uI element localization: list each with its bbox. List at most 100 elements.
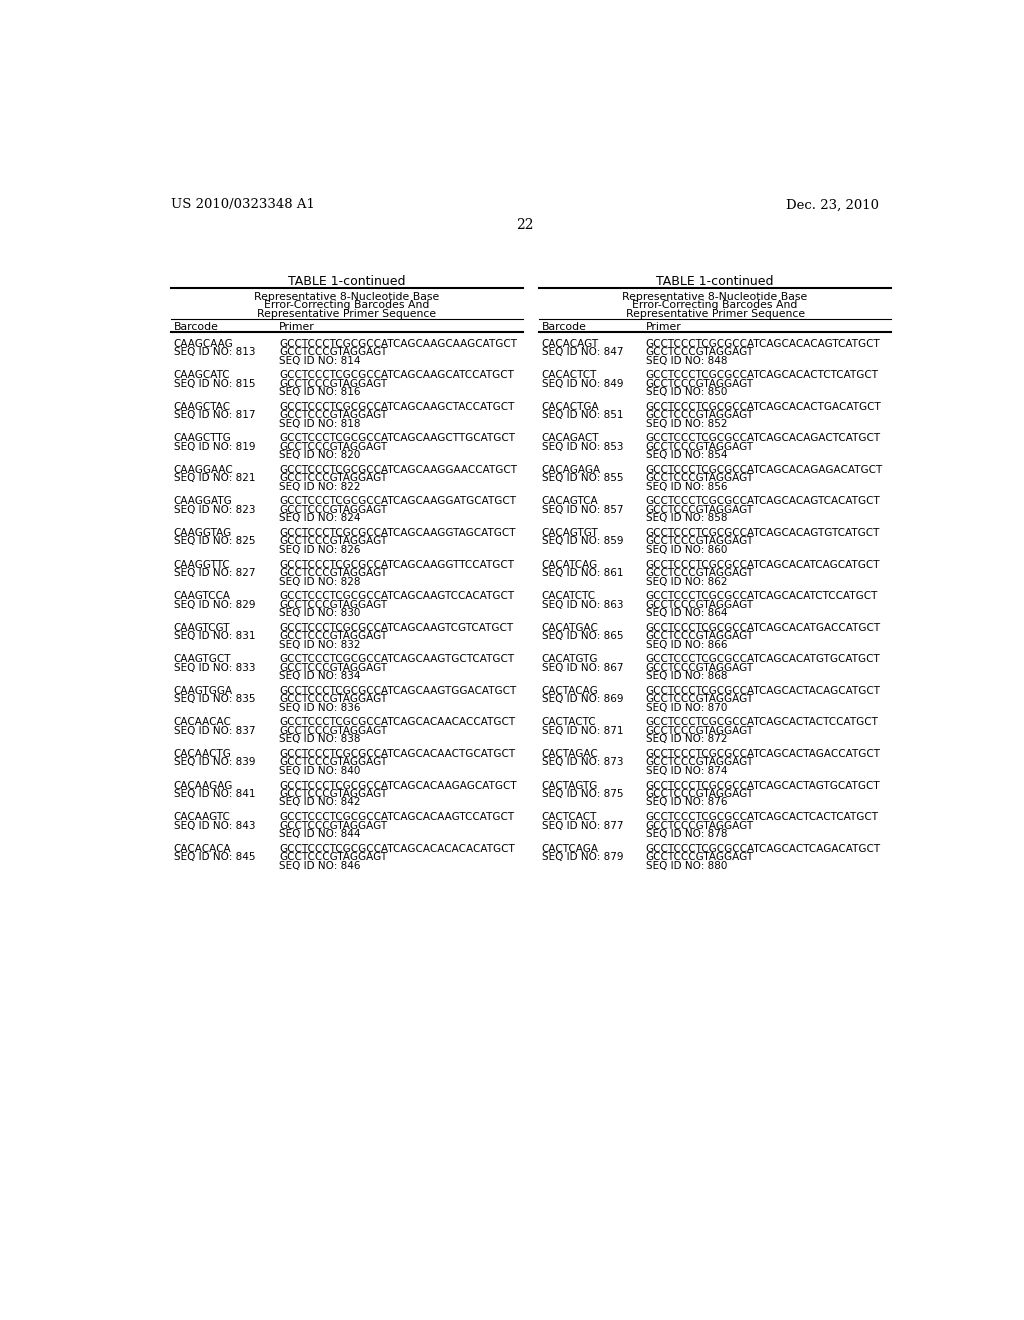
- Text: GCCTCCCTCGCGCCATCAGCAAGCTTGCATGCT: GCCTCCCTCGCGCCATCAGCAAGCTTGCATGCT: [280, 433, 515, 444]
- Text: Primer: Primer: [280, 322, 314, 333]
- Text: SEQ ID NO: 822: SEQ ID NO: 822: [280, 482, 360, 492]
- Text: SEQ ID NO: 866: SEQ ID NO: 866: [646, 640, 727, 649]
- Text: SEQ ID NO: 843: SEQ ID NO: 843: [174, 821, 255, 830]
- Text: Representative Primer Sequence: Representative Primer Sequence: [257, 309, 436, 318]
- Text: CAAGGTTC: CAAGGTTC: [174, 560, 230, 569]
- Text: SEQ ID NO: 847: SEQ ID NO: 847: [542, 347, 624, 356]
- Text: GCCTCCCTCGCGCCATCAGCACATCAGCATGCT: GCCTCCCTCGCGCCATCAGCACATCAGCATGCT: [646, 560, 881, 569]
- Text: SEQ ID NO: 853: SEQ ID NO: 853: [542, 442, 624, 451]
- Text: CAAGCTTG: CAAGCTTG: [174, 433, 231, 444]
- Text: GCCTCCCTCGCGCCATCAGCAAGGAACCATGCT: GCCTCCCTCGCGCCATCAGCAAGGAACCATGCT: [280, 465, 517, 475]
- Text: Error-Correcting Barcodes And: Error-Correcting Barcodes And: [633, 300, 798, 310]
- Text: GCCTCCCTCGCGCCATCAGCACTAGACCATGCT: GCCTCCCTCGCGCCATCAGCACTAGACCATGCT: [646, 748, 881, 759]
- Text: GCCTCCCGTAGGAGT: GCCTCCCGTAGGAGT: [280, 599, 387, 610]
- Text: SEQ ID NO: 839: SEQ ID NO: 839: [174, 758, 255, 767]
- Text: CACACTCT: CACACTCT: [542, 370, 597, 380]
- Text: GCCTCCCGTAGGAGT: GCCTCCCGTAGGAGT: [646, 758, 754, 767]
- Text: GCCTCCCTCGCGCCATCAGCAAGCATCCATGCT: GCCTCCCTCGCGCCATCAGCAAGCATCCATGCT: [280, 370, 514, 380]
- Text: CACAACAC: CACAACAC: [174, 718, 231, 727]
- Text: SEQ ID NO: 836: SEQ ID NO: 836: [280, 702, 360, 713]
- Text: SEQ ID NO: 854: SEQ ID NO: 854: [646, 450, 727, 461]
- Text: TABLE 1-continued: TABLE 1-continued: [656, 276, 774, 289]
- Text: SEQ ID NO: 823: SEQ ID NO: 823: [174, 506, 255, 515]
- Text: GCCTCCCTCGCGCCATCAGCACACTGACATGCT: GCCTCCCTCGCGCCATCAGCACACTGACATGCT: [646, 401, 882, 412]
- Text: GCCTCCCGTAGGAGT: GCCTCCCGTAGGAGT: [280, 726, 387, 735]
- Text: CACTACTC: CACTACTC: [542, 718, 596, 727]
- Text: SEQ ID NO: 862: SEQ ID NO: 862: [646, 577, 727, 586]
- Text: GCCTCCCTCGCGCCATCAGCACAACACCATGCT: GCCTCCCTCGCGCCATCAGCACAACACCATGCT: [280, 718, 515, 727]
- Text: GCCTCCCTCGCGCCATCAGCAAGGTAGCATGCT: GCCTCCCTCGCGCCATCAGCAAGGTAGCATGCT: [280, 528, 516, 539]
- Text: SEQ ID NO: 825: SEQ ID NO: 825: [174, 536, 255, 546]
- Text: GCCTCCCGTAGGAGT: GCCTCCCGTAGGAGT: [280, 694, 387, 705]
- Text: GCCTCCCTCGCGCCATCAGCACTAGTGCATGCT: GCCTCCCTCGCGCCATCAGCACTAGTGCATGCT: [646, 780, 881, 791]
- Text: SEQ ID NO: 858: SEQ ID NO: 858: [646, 513, 727, 523]
- Text: GCCTCCCGTAGGAGT: GCCTCCCGTAGGAGT: [646, 411, 754, 420]
- Text: Error-Correcting Barcodes And: Error-Correcting Barcodes And: [264, 300, 430, 310]
- Text: Barcode: Barcode: [542, 322, 587, 333]
- Text: SEQ ID NO: 815: SEQ ID NO: 815: [174, 379, 255, 388]
- Text: SEQ ID NO: 848: SEQ ID NO: 848: [646, 355, 727, 366]
- Text: GCCTCCCGTAGGAGT: GCCTCCCGTAGGAGT: [646, 821, 754, 830]
- Text: CAAGGAAC: CAAGGAAC: [174, 465, 233, 475]
- Text: CACATCTC: CACATCTC: [542, 591, 596, 601]
- Text: GCCTCCCGTAGGAGT: GCCTCCCGTAGGAGT: [646, 506, 754, 515]
- Text: SEQ ID NO: 861: SEQ ID NO: 861: [542, 568, 624, 578]
- Text: SEQ ID NO: 880: SEQ ID NO: 880: [646, 861, 727, 871]
- Text: SEQ ID NO: 828: SEQ ID NO: 828: [280, 577, 360, 586]
- Text: Dec. 23, 2010: Dec. 23, 2010: [786, 198, 879, 211]
- Text: SEQ ID NO: 826: SEQ ID NO: 826: [280, 545, 360, 554]
- Text: SEQ ID NO: 868: SEQ ID NO: 868: [646, 671, 727, 681]
- Text: GCCTCCCGTAGGAGT: GCCTCCCGTAGGAGT: [280, 568, 387, 578]
- Text: SEQ ID NO: 865: SEQ ID NO: 865: [542, 631, 624, 642]
- Text: GCCTCCCTCGCGCCATCAGCACACACACATGCT: GCCTCCCTCGCGCCATCAGCACACACACATGCT: [280, 843, 515, 854]
- Text: SEQ ID NO: 850: SEQ ID NO: 850: [646, 387, 727, 397]
- Text: GCCTCCCTCGCGCCATCAGCAAGTGGACATGCT: GCCTCCCTCGCGCCATCAGCAAGTGGACATGCT: [280, 686, 516, 696]
- Text: CACTCAGA: CACTCAGA: [542, 843, 599, 854]
- Text: SEQ ID NO: 821: SEQ ID NO: 821: [174, 474, 255, 483]
- Text: GCCTCCCTCGCGCCATCAGCACAGAGACATGCT: GCCTCCCTCGCGCCATCAGCACAGAGACATGCT: [646, 465, 883, 475]
- Text: CAAGGATG: CAAGGATG: [174, 496, 232, 507]
- Text: Representative Primer Sequence: Representative Primer Sequence: [626, 309, 805, 318]
- Text: SEQ ID NO: 856: SEQ ID NO: 856: [646, 482, 727, 492]
- Text: GCCTCCCGTAGGAGT: GCCTCCCGTAGGAGT: [280, 506, 387, 515]
- Text: GCCTCCCTCGCGCCATCAGCAAGCAAGCATGCT: GCCTCCCTCGCGCCATCAGCAAGCAAGCATGCT: [280, 339, 517, 348]
- Text: GCCTCCCGTAGGAGT: GCCTCCCGTAGGAGT: [280, 442, 387, 451]
- Text: SEQ ID NO: 869: SEQ ID NO: 869: [542, 694, 624, 705]
- Text: SEQ ID NO: 867: SEQ ID NO: 867: [542, 663, 624, 673]
- Text: SEQ ID NO: 878: SEQ ID NO: 878: [646, 829, 727, 840]
- Text: SEQ ID NO: 832: SEQ ID NO: 832: [280, 640, 360, 649]
- Text: CACAGAGA: CACAGAGA: [542, 465, 601, 475]
- Text: CAAGGTAG: CAAGGTAG: [174, 528, 232, 539]
- Text: SEQ ID NO: 838: SEQ ID NO: 838: [280, 734, 360, 744]
- Text: CACTACAG: CACTACAG: [542, 686, 599, 696]
- Text: SEQ ID NO: 859: SEQ ID NO: 859: [542, 536, 624, 546]
- Text: CACTAGAC: CACTAGAC: [542, 748, 599, 759]
- Text: GCCTCCCTCGCGCCATCAGCACATGACCATGCT: GCCTCCCTCGCGCCATCAGCACATGACCATGCT: [646, 623, 881, 632]
- Text: CACTCACT: CACTCACT: [542, 812, 597, 822]
- Text: GCCTCCCGTAGGAGT: GCCTCCCGTAGGAGT: [646, 663, 754, 673]
- Text: TABLE 1-continued: TABLE 1-continued: [288, 276, 406, 289]
- Text: GCCTCCCTCGCGCCATCAGCACTCACTCATGCT: GCCTCCCTCGCGCCATCAGCACTCACTCATGCT: [646, 812, 879, 822]
- Text: SEQ ID NO: 834: SEQ ID NO: 834: [280, 671, 360, 681]
- Text: CACACTGA: CACACTGA: [542, 401, 599, 412]
- Text: CAAGCATC: CAAGCATC: [174, 370, 230, 380]
- Text: GCCTCCCTCGCGCCATCAGCACATGTGCATGCT: GCCTCCCTCGCGCCATCAGCACATGTGCATGCT: [646, 655, 881, 664]
- Text: SEQ ID NO: 837: SEQ ID NO: 837: [174, 726, 255, 735]
- Text: GCCTCCCGTAGGAGT: GCCTCCCGTAGGAGT: [646, 631, 754, 642]
- Text: SEQ ID NO: 830: SEQ ID NO: 830: [280, 609, 360, 618]
- Text: GCCTCCCGTAGGAGT: GCCTCCCGTAGGAGT: [280, 663, 387, 673]
- Text: GCCTCCCGTAGGAGT: GCCTCCCGTAGGAGT: [280, 536, 387, 546]
- Text: SEQ ID NO: 841: SEQ ID NO: 841: [174, 789, 255, 799]
- Text: CAAGTCCA: CAAGTCCA: [174, 591, 230, 601]
- Text: GCCTCCCGTAGGAGT: GCCTCCCGTAGGAGT: [646, 599, 754, 610]
- Text: GCCTCCCTCGCGCCATCAGCACATCTCCATGCT: GCCTCCCTCGCGCCATCAGCACATCTCCATGCT: [646, 591, 878, 601]
- Text: GCCTCCCTCGCGCCATCAGCACAAGTCCATGCT: GCCTCCCTCGCGCCATCAGCACAAGTCCATGCT: [280, 812, 514, 822]
- Text: CACATCAG: CACATCAG: [542, 560, 598, 569]
- Text: GCCTCCCGTAGGAGT: GCCTCCCGTAGGAGT: [646, 442, 754, 451]
- Text: SEQ ID NO: 870: SEQ ID NO: 870: [646, 702, 727, 713]
- Text: Representative 8-Nucleotide Base: Representative 8-Nucleotide Base: [623, 292, 808, 301]
- Text: GCCTCCCGTAGGAGT: GCCTCCCGTAGGAGT: [280, 758, 387, 767]
- Text: SEQ ID NO: 813: SEQ ID NO: 813: [174, 347, 255, 356]
- Text: GCCTCCCTCGCGCCATCAGCAAGGTTCCATGCT: GCCTCCCTCGCGCCATCAGCAAGGTTCCATGCT: [280, 560, 514, 569]
- Text: GCCTCCCGTAGGAGT: GCCTCCCGTAGGAGT: [646, 694, 754, 705]
